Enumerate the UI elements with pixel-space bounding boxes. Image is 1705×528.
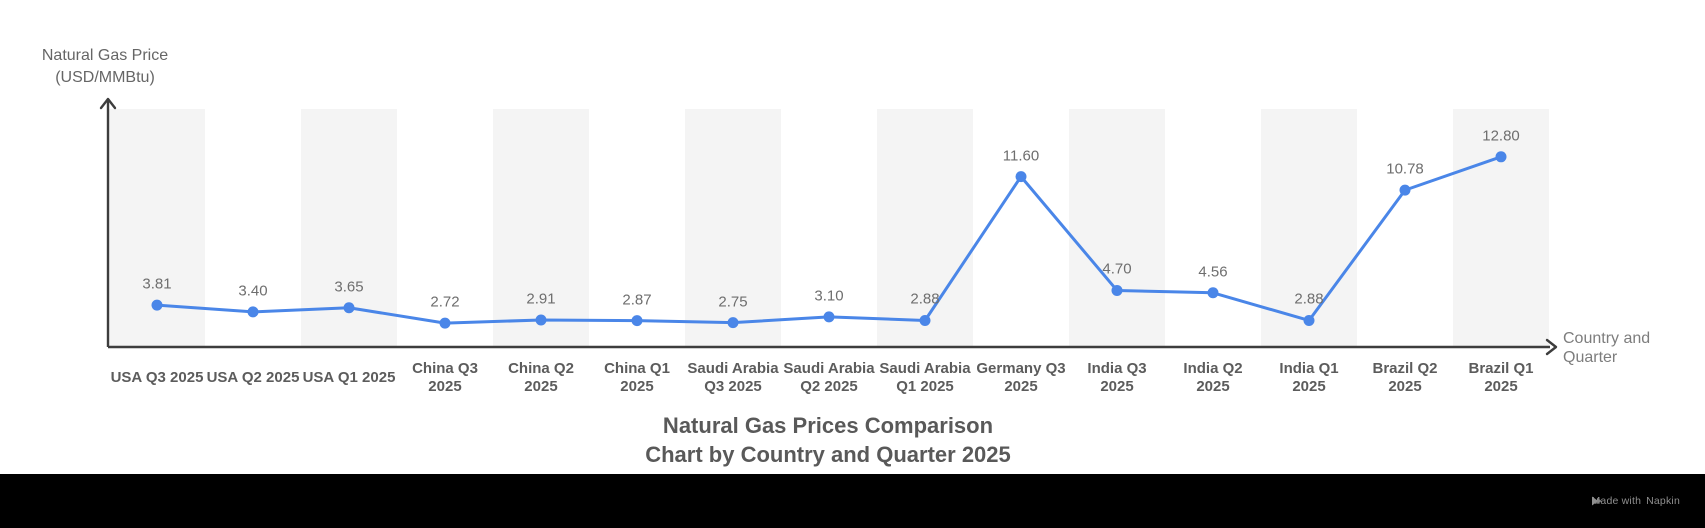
data-point-value-label: 2.72	[430, 293, 460, 311]
x-axis-tick-label-line: India Q3	[1087, 360, 1147, 377]
y-axis-title-line-1: Natural Gas Price	[41, 47, 169, 64]
data-point-marker	[247, 306, 259, 318]
x-axis-tick-label-line: 2025	[1004, 378, 1038, 395]
data-point-marker	[727, 317, 739, 329]
x-axis-tick-label: China Q2 2025	[508, 358, 574, 398]
x-axis-tick-label: Saudi Arabia Q2 2025	[783, 358, 874, 398]
x-axis-tick-label: Brazil Q2 2025	[1372, 358, 1437, 398]
data-point-marker	[1495, 151, 1507, 163]
column-stripe	[1453, 109, 1549, 347]
x-axis-tick-label-line: 2025	[1388, 378, 1422, 395]
x-axis-tick-label: China Q3 2025	[412, 358, 478, 398]
data-point-value-label: 3.40	[238, 282, 268, 300]
data-point-marker	[343, 302, 355, 314]
y-axis-arrow-icon	[99, 97, 117, 110]
data-point-marker	[1207, 287, 1219, 299]
column-stripe	[877, 109, 973, 347]
x-axis-tick-label-line: 2025	[524, 378, 558, 395]
data-point-marker	[631, 315, 643, 327]
data-point-value-label: 3.65	[334, 278, 364, 296]
chart-title-line-2: Chart by Country and Quarter 2025	[645, 442, 1011, 467]
x-axis-tick-label: India Q1 2025	[1279, 358, 1338, 398]
column-stripe	[1069, 109, 1165, 347]
data-point-value-label: 4.56	[1198, 263, 1228, 281]
data-point-value-label: 3.81	[142, 275, 172, 293]
x-axis-tick-label-line: 2025	[620, 378, 654, 395]
y-axis-title: Natural Gas Price (USD/MMBtu)	[42, 45, 168, 89]
data-point-value-label: 4.70	[1102, 260, 1132, 278]
brand-text: Napkin	[1646, 495, 1680, 507]
x-axis-tick-label: China Q1 2025	[604, 358, 670, 398]
column-stripe	[685, 109, 781, 347]
data-point-value-label: 10.78	[1386, 160, 1424, 178]
x-axis-tick-label-line: 2025	[1484, 378, 1518, 395]
x-axis-tick-label-line: Saudi Arabia	[783, 360, 875, 377]
x-axis-tick-label: Saudi Arabia Q1 2025	[879, 358, 970, 398]
x-axis-tick-label-line: USA Q2 2025	[206, 369, 300, 386]
data-point-marker	[1399, 184, 1411, 196]
x-axis-tick-label: USA Q3 2025	[111, 358, 204, 398]
footer-bar: Made with Napkin	[0, 474, 1705, 528]
column-stripe	[493, 109, 589, 347]
x-axis-tick-label: Germany Q3 2025	[976, 358, 1065, 398]
x-axis-tick-label-line: China Q2	[508, 360, 574, 377]
x-axis-tick-label-line: India Q2	[1183, 360, 1243, 377]
x-axis-tick-label-line: India Q1	[1279, 360, 1339, 377]
x-axis-title: Country and Quarter	[1563, 329, 1650, 367]
data-point-value-label: 2.91	[526, 290, 556, 308]
x-axis-tick-label-line: USA Q3 2025	[110, 369, 204, 386]
x-axis-title-line-2: Quarter	[1563, 349, 1618, 366]
x-axis-tick-label-line: Q2 2025	[800, 378, 858, 395]
data-point-value-label: 2.88	[1294, 290, 1324, 308]
x-axis-tick-label-line: USA Q1 2025	[302, 369, 396, 386]
column-stripe	[1261, 109, 1357, 347]
x-axis-tick-label: Saudi Arabia Q3 2025	[687, 358, 778, 398]
x-axis-tick-label-line: Saudi Arabia	[879, 360, 971, 377]
x-axis-tick-label-line: Germany Q3	[976, 360, 1066, 377]
data-point-value-label: 11.60	[1002, 147, 1040, 165]
x-axis-tick-label-line: Q3 2025	[704, 378, 762, 395]
x-axis-tick-label-line: 2025	[1292, 378, 1326, 395]
column-stripe	[109, 109, 205, 347]
data-point-marker	[1015, 171, 1027, 183]
x-axis-tick-label-line: Saudi Arabia	[687, 360, 779, 377]
x-axis-tick-label-line: China Q3	[412, 360, 478, 377]
data-point-marker	[823, 311, 835, 323]
made-with-napkin-badge: Made with Napkin	[1591, 495, 1680, 507]
x-axis-tick-label-line: Brazil Q1	[1468, 360, 1534, 377]
x-axis-tick-label: Brazil Q1 2025	[1468, 358, 1533, 398]
x-axis-tick-label-line: China Q1	[604, 360, 670, 377]
data-point-value-label: 2.88	[910, 290, 940, 308]
data-point-marker	[151, 299, 163, 311]
data-point-marker	[535, 314, 547, 326]
data-point-value-label: 12.80	[1482, 127, 1520, 145]
x-axis-tick-label: India Q3 2025	[1087, 358, 1146, 398]
x-axis-tick-label-line: 2025	[428, 378, 462, 395]
x-axis-tick-label: India Q2 2025	[1183, 358, 1242, 398]
data-point-marker	[439, 317, 451, 329]
data-point-marker	[1111, 284, 1123, 296]
x-axis-tick-label-line: Q1 2025	[896, 378, 954, 395]
data-point-marker	[919, 314, 931, 326]
made-with-text: Made with	[1591, 495, 1642, 507]
y-axis-title-line-2: (USD/MMBtu)	[55, 69, 155, 86]
column-stripe	[301, 109, 397, 347]
data-point-marker	[1303, 314, 1315, 326]
x-axis-tick-label-line: 2025	[1196, 378, 1230, 395]
chart-title-line-1: Natural Gas Prices Comparison	[662, 413, 994, 438]
x-axis-tick-label-line: Brazil Q2	[1372, 360, 1438, 377]
x-axis-tick-label-line: 2025	[1100, 378, 1134, 395]
data-point-value-label: 2.87	[622, 291, 652, 309]
data-point-value-label: 3.10	[814, 287, 844, 305]
chart-title: Natural Gas Prices Comparison Chart by C…	[645, 411, 1011, 469]
data-point-value-label: 2.75	[718, 293, 748, 311]
x-axis-tick-label: USA Q2 2025	[207, 358, 300, 398]
x-axis-title-line-1: Country and	[1563, 330, 1651, 347]
x-axis-tick-label: USA Q1 2025	[303, 358, 396, 398]
x-axis-arrow-icon	[1545, 338, 1558, 356]
